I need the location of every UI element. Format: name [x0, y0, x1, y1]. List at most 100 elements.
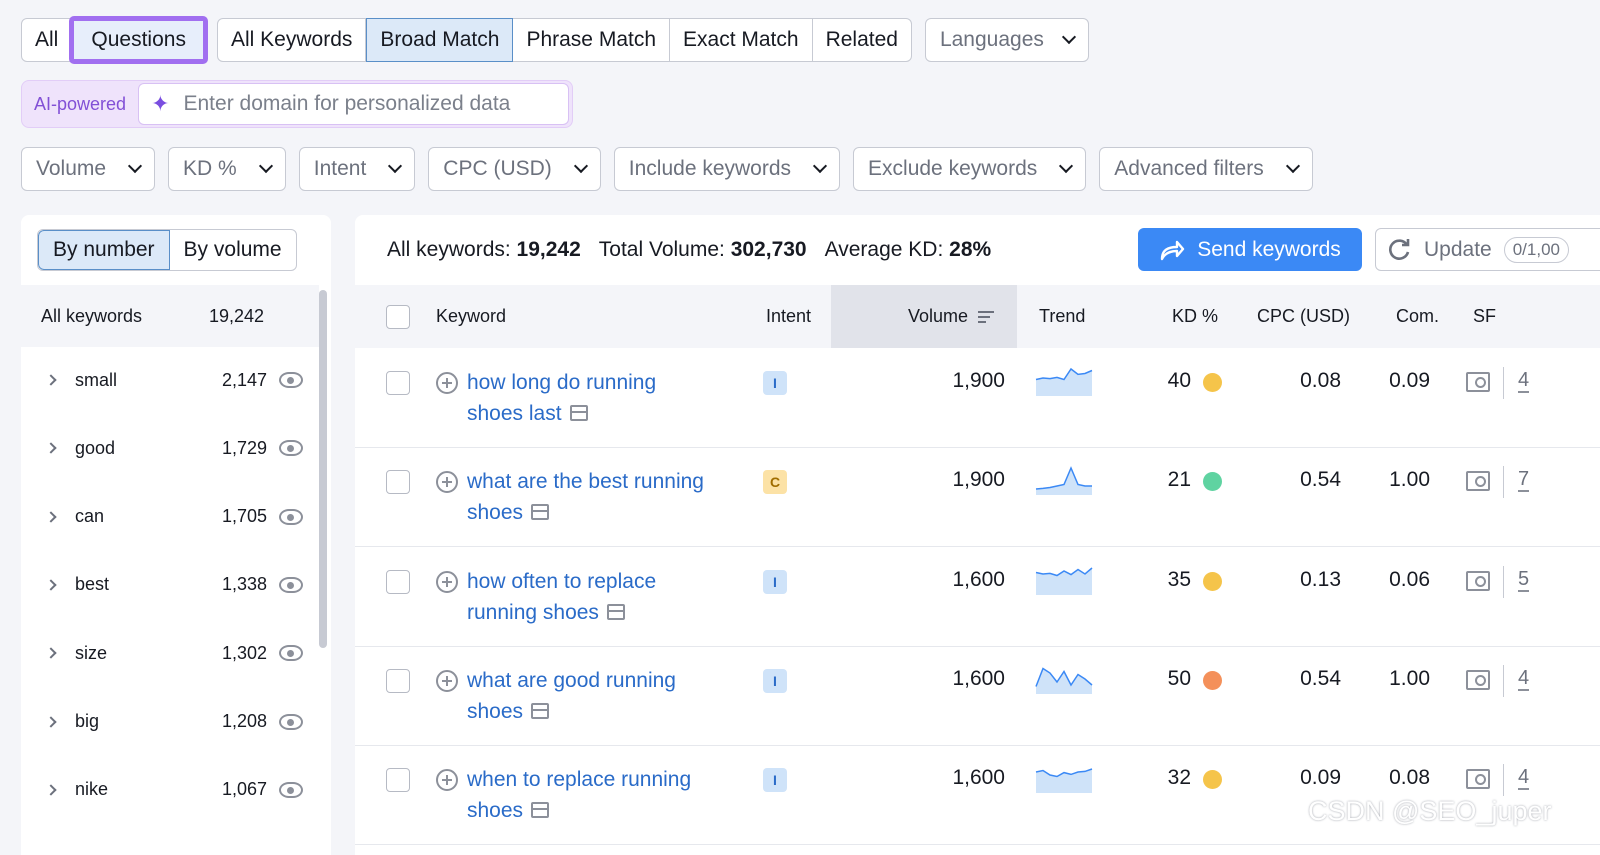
kd-value: 32	[1167, 766, 1191, 790]
row-checkbox[interactable]	[386, 470, 410, 495]
eye-icon[interactable]	[279, 508, 303, 525]
add-to-list-icon[interactable]	[436, 769, 458, 792]
serp-features-icon[interactable]	[1466, 669, 1490, 690]
filter-label: Intent	[313, 157, 367, 180]
keyword-link[interactable]: what are good running shoes	[467, 665, 747, 727]
keyword-line-2: running shoes	[467, 600, 599, 624]
list-item[interactable]: size 1,302	[21, 633, 319, 673]
tab-questions[interactable]: Questions	[69, 16, 208, 64]
filter-volume[interactable]: Volume	[21, 147, 156, 191]
competition-value: 0.06	[1389, 567, 1430, 591]
chevron-right-icon[interactable]	[45, 579, 57, 591]
eye-icon[interactable]	[279, 576, 303, 593]
eye-icon[interactable]	[279, 713, 303, 730]
update-button[interactable]: Update 0/1,00	[1375, 228, 1600, 271]
serp-features-icon[interactable]	[1466, 769, 1490, 790]
list-item[interactable]: good 1,729	[21, 428, 319, 468]
filter-label: Exclude keywords	[868, 157, 1038, 180]
select-all-checkbox[interactable]	[386, 304, 410, 329]
keyword-link[interactable]: when to replace running shoes	[467, 764, 747, 826]
refresh-icon	[1389, 238, 1410, 260]
volume-value: 1,600	[952, 766, 1005, 790]
serp-preview-icon[interactable]	[531, 504, 550, 521]
trend-line	[1035, 567, 1093, 576]
filter-cpc[interactable]: CPC (USD)	[428, 147, 601, 191]
row-checkbox[interactable]	[386, 569, 410, 594]
chevron-right-icon[interactable]	[45, 647, 57, 659]
keyword-link[interactable]: how long do running shoes last	[467, 367, 747, 429]
serp-preview-icon[interactable]	[606, 603, 625, 620]
row-checkbox[interactable]	[386, 668, 410, 693]
table-row: what are the best running shoes C 1,900 21 0.…	[355, 448, 1600, 548]
chevron-right-icon[interactable]	[45, 442, 57, 454]
all-keywords-group[interactable]: All keywords 19,242	[21, 285, 319, 347]
add-to-list-icon[interactable]	[436, 471, 458, 494]
col-sf[interactable]: SF	[1473, 306, 1497, 326]
toggle-by-number[interactable]: By number	[38, 230, 170, 270]
list-item[interactable]: can 1,705	[21, 497, 319, 537]
eye-icon[interactable]	[279, 781, 303, 798]
send-keywords-button[interactable]: Send keywords	[1138, 228, 1362, 271]
list-item[interactable]: best 1,338	[21, 565, 319, 605]
eye-icon[interactable]	[279, 372, 303, 388]
add-to-list-icon[interactable]	[436, 372, 458, 394]
filter-advanced[interactable]: Advanced filters	[1099, 147, 1313, 191]
chevron-right-icon[interactable]	[45, 374, 57, 386]
col-volume[interactable]: Volume	[908, 285, 995, 348]
serp-preview-icon[interactable]	[531, 702, 550, 719]
keyword-link[interactable]: how often to replace running shoes	[467, 566, 747, 628]
col-cpc[interactable]: CPC (USD)	[1257, 306, 1350, 326]
chevron-right-icon[interactable]	[45, 715, 57, 728]
chevron-right-icon[interactable]	[45, 784, 57, 796]
domain-input[interactable]: ✦ Enter domain for personalized data	[138, 83, 569, 125]
serp-features-count[interactable]: 4	[1518, 666, 1530, 691]
list-item[interactable]: small 2,147	[21, 360, 319, 400]
toggle-by-volume[interactable]: By volume	[183, 238, 282, 261]
serp-features-count[interactable]: 5	[1518, 567, 1530, 592]
eye-icon[interactable]	[279, 645, 303, 662]
serp-features-count[interactable]: 4	[1518, 369, 1530, 393]
filter-exclude-keywords[interactable]: Exclude keywords	[853, 147, 1087, 191]
row-checkbox[interactable]	[386, 768, 410, 793]
col-keyword[interactable]: Keyword	[436, 306, 507, 326]
list-item[interactable]: nike 1,067	[21, 770, 319, 810]
filter-intent[interactable]: Intent	[298, 147, 416, 191]
tab-all[interactable]: All	[22, 19, 73, 61]
serp-features-count[interactable]: 4	[1518, 766, 1530, 791]
chevron-down-icon	[258, 158, 273, 174]
table-row: when to replace running shoes I 1,600 32 0.09…	[355, 746, 1600, 846]
tab-broad-match[interactable]: Broad Match	[366, 18, 514, 62]
serp-features-icon[interactable]	[1466, 471, 1490, 492]
col-intent[interactable]: Intent	[766, 306, 812, 326]
languages-dropdown[interactable]: Languages	[924, 18, 1089, 62]
all-keywords-stat: All keywords: 19,242	[387, 238, 581, 261]
serp-features-icon[interactable]	[1466, 570, 1490, 591]
serp-preview-icon[interactable]	[569, 405, 588, 421]
trend-line	[1035, 367, 1093, 381]
tab-exact-match[interactable]: Exact Match	[670, 19, 813, 61]
serp-features-count[interactable]: 7	[1518, 468, 1530, 493]
add-to-list-icon[interactable]	[436, 669, 458, 692]
tab-phrase-match[interactable]: Phrase Match	[513, 19, 671, 61]
keyword-line-1: what are the best running	[467, 470, 704, 494]
chevron-right-icon[interactable]	[45, 510, 57, 523]
eye-icon[interactable]	[279, 440, 303, 457]
filters-bar: Volume KD % Intent CPC (USD) Include key…	[21, 147, 1313, 191]
tab-all-keywords[interactable]: All Keywords	[218, 19, 367, 61]
intent-badge: C	[763, 470, 787, 495]
group-word: big	[75, 711, 100, 731]
tab-related[interactable]: Related	[825, 28, 898, 51]
row-checkbox[interactable]	[386, 371, 410, 395]
col-trend[interactable]: Trend	[1039, 306, 1086, 326]
filter-include-keywords[interactable]: Include keywords	[613, 147, 841, 191]
col-com[interactable]: Com.	[1396, 306, 1440, 326]
serp-preview-icon[interactable]	[531, 802, 550, 819]
groups-scrollbar[interactable]	[319, 290, 327, 648]
keyword-link[interactable]: what are the best running shoes	[467, 466, 747, 528]
list-item[interactable]: big 1,208	[21, 702, 319, 742]
filter-kd[interactable]: KD %	[168, 147, 286, 191]
serp-features-icon[interactable]	[1466, 372, 1490, 392]
group-count: 1,208	[221, 711, 267, 731]
add-to-list-icon[interactable]	[436, 570, 458, 593]
col-kd[interactable]: KD %	[1172, 306, 1219, 326]
